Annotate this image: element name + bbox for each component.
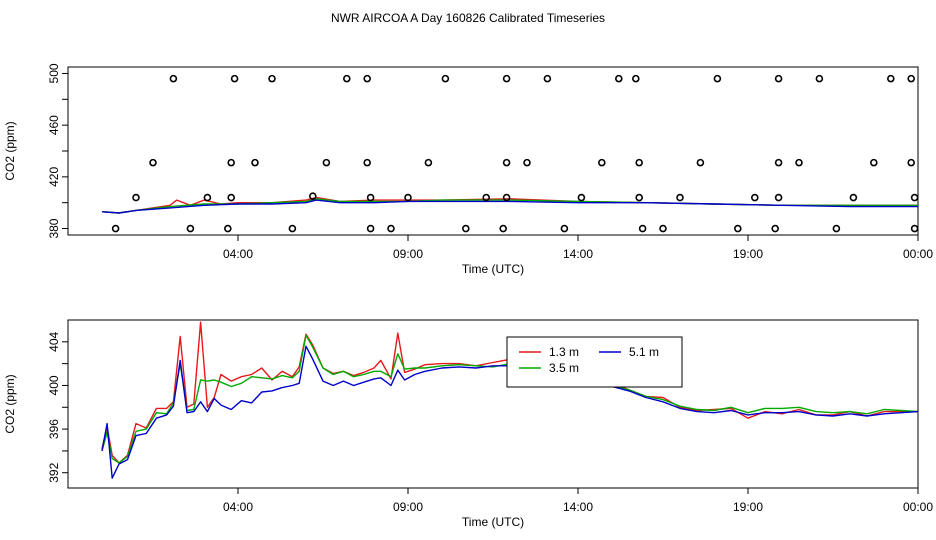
- data-point: [366, 193, 375, 202]
- data-point: [795, 158, 803, 167]
- data-point: [910, 224, 919, 233]
- data-point: [832, 224, 841, 233]
- legend-box: [506, 336, 683, 388]
- data-point: [404, 193, 412, 202]
- panel-top-scatter: 04:00 09:00 14:00 19:00 00:00 380 420 460 500 Tim…: [3, 63, 933, 276]
- data-point: [597, 158, 606, 167]
- data-point: [169, 74, 178, 83]
- data-point: [638, 224, 647, 233]
- data-point: [230, 74, 239, 83]
- data-point: [342, 74, 351, 83]
- x-axis-label: Time (UTC): [462, 515, 524, 529]
- data-point: [869, 158, 878, 167]
- y-tick-label: 420: [47, 167, 61, 187]
- data-point: [560, 224, 569, 233]
- data-point: [308, 192, 317, 201]
- data-point: [203, 193, 212, 202]
- data-point: [268, 74, 276, 83]
- x-tick-label: 19:00: [733, 247, 763, 261]
- data-point: [288, 224, 297, 233]
- data-point: [322, 158, 331, 167]
- y-axis-label: CO2 (ppm): [3, 374, 17, 433]
- data-point: [502, 158, 511, 167]
- plot-frame: [67, 319, 919, 489]
- x-tick-label: 04:00: [223, 247, 253, 261]
- series-line-3-5-m: [101, 334, 919, 464]
- data-point: [774, 74, 783, 83]
- data-point: [676, 193, 684, 202]
- legend-label: 1.3 m: [549, 345, 579, 359]
- x-tick-label: 00:00: [903, 247, 933, 261]
- data-point: [849, 193, 858, 202]
- data-point: [543, 74, 552, 83]
- data-point: [461, 224, 470, 233]
- y-tick-label: 396: [47, 419, 61, 439]
- panel-bottom-lines: 04:00 09:00 14:00 19:00 00:00 392 396 400 404 Tim…: [3, 319, 933, 529]
- data-point: [631, 74, 640, 83]
- data-point: [713, 74, 722, 83]
- legend-label: 5.1 m: [629, 345, 659, 359]
- data-point: [424, 158, 433, 167]
- data-point: [733, 224, 742, 233]
- data-point: [502, 74, 511, 83]
- data-point: [815, 74, 824, 83]
- data-point: [227, 193, 235, 202]
- data-point: [111, 224, 120, 233]
- data-point: [441, 74, 450, 83]
- y-tick-label: 400: [47, 375, 61, 395]
- data-point: [149, 158, 157, 167]
- series-line-5-1-m: [101, 345, 919, 479]
- data-point: [186, 224, 195, 233]
- data-point: [363, 158, 372, 167]
- y-tick-label: 392: [47, 462, 61, 482]
- data-point: [502, 193, 511, 202]
- series-line-1-3-m: [101, 321, 918, 464]
- data-point: [774, 193, 783, 202]
- data-point: [886, 74, 895, 83]
- x-tick-label: 14:00: [563, 247, 593, 261]
- data-point: [635, 158, 644, 167]
- data-point: [387, 224, 395, 233]
- x-axis-label: Time (UTC): [462, 262, 524, 276]
- data-point: [907, 74, 916, 83]
- y-axis-label: CO2 (ppm): [3, 121, 17, 180]
- y-tick-label: 460: [47, 115, 61, 135]
- data-point: [910, 193, 919, 202]
- series-line-2: [101, 199, 918, 214]
- data-point: [132, 193, 140, 202]
- data-point: [363, 74, 372, 83]
- y-tick-label: 404: [47, 331, 61, 351]
- data-point: [750, 193, 759, 202]
- data-point: [774, 158, 783, 167]
- data-point: [227, 158, 235, 167]
- data-point: [251, 158, 259, 167]
- data-point: [366, 224, 375, 233]
- x-tick-label: 09:00: [393, 500, 423, 514]
- figure-title: NWR AIRCOA A Day 160826 Calibrated Times…: [331, 11, 605, 25]
- data-point: [635, 193, 644, 202]
- data-point: [696, 158, 705, 167]
- data-point: [907, 158, 916, 167]
- y-tick-label: 380: [47, 218, 61, 238]
- x-tick-label: 00:00: [903, 500, 933, 514]
- data-point: [224, 224, 232, 233]
- x-tick-label: 19:00: [733, 500, 763, 514]
- y-tick-label: 500: [47, 63, 61, 83]
- data-point: [499, 224, 508, 233]
- data-point: [614, 74, 623, 83]
- legend-label: 3.5 m: [549, 361, 579, 375]
- x-tick-label: 09:00: [393, 247, 423, 261]
- x-tick-label: 14:00: [563, 500, 593, 514]
- data-point: [771, 224, 780, 233]
- x-tick-label: 04:00: [223, 500, 253, 514]
- data-point: [577, 193, 586, 202]
- data-point: [482, 193, 491, 202]
- data-point: [659, 224, 667, 233]
- data-point: [523, 158, 531, 167]
